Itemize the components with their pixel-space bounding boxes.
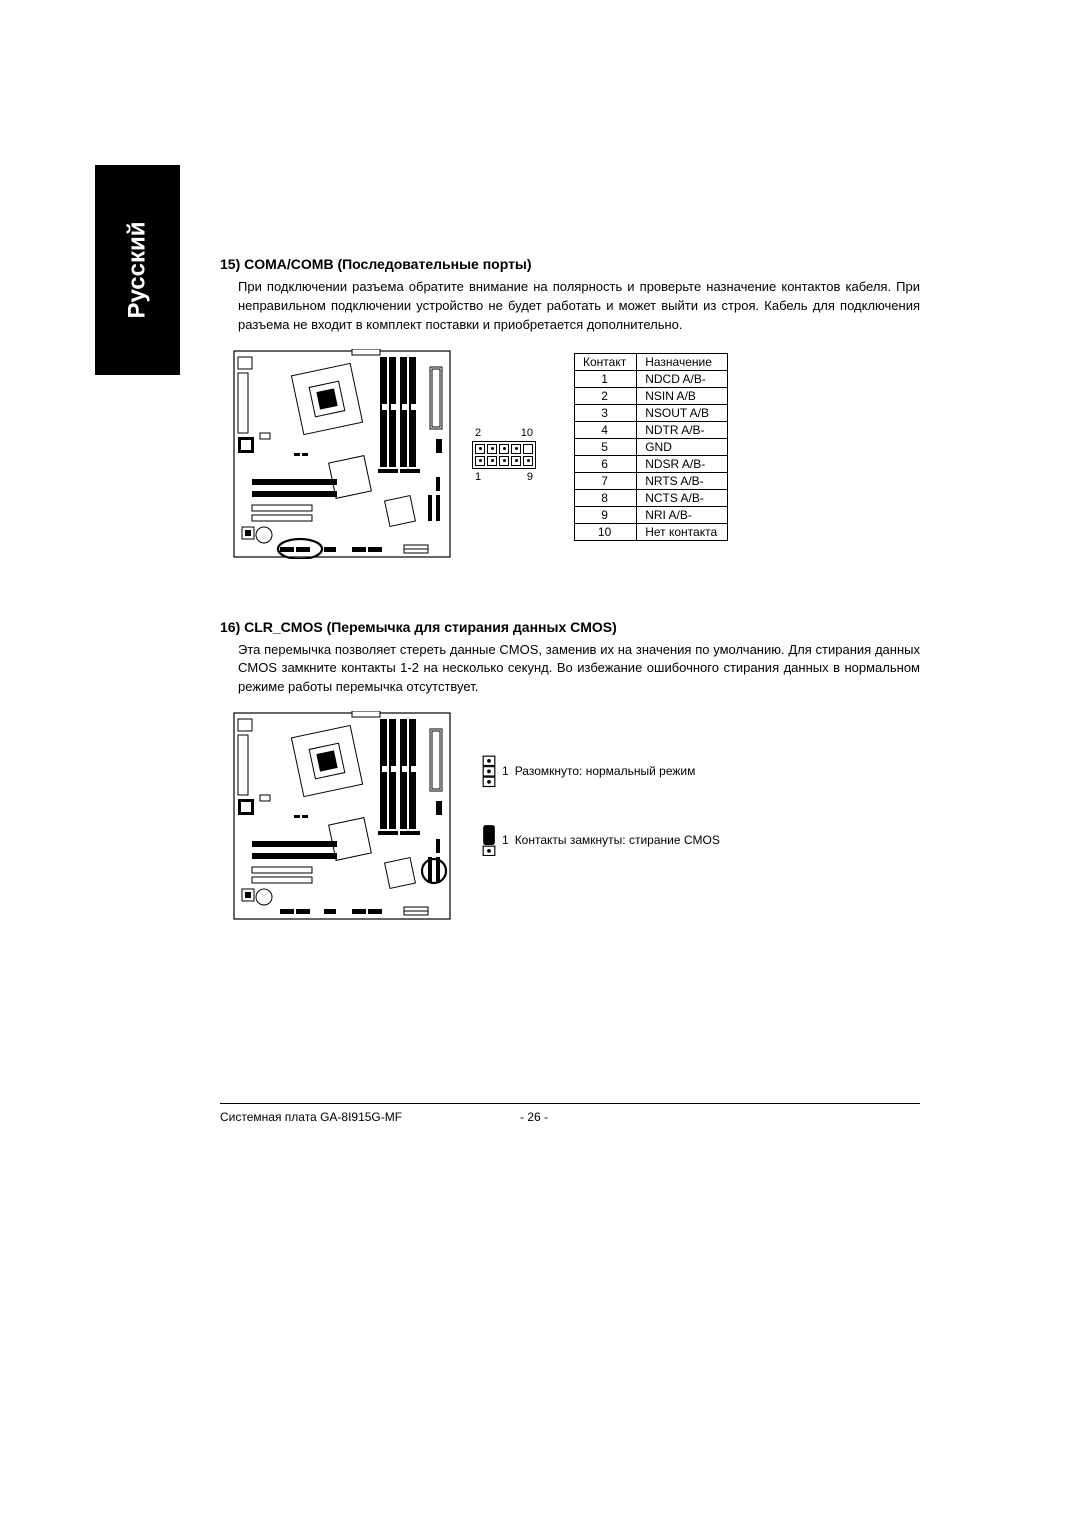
jumper-open-icon [482, 755, 496, 788]
jumper-short-icon [482, 824, 496, 857]
jumper-short: 1 Контакты замкнуты: стирание CMOS [482, 824, 720, 857]
pin-label-1: 1 [475, 471, 481, 483]
table-header-assign: Назначение [637, 353, 728, 370]
table-row: 10Нет контакта [575, 523, 728, 540]
jumper-short-pin: 1 [502, 833, 509, 847]
table-row: 5GND [575, 438, 728, 455]
jumper-open-text: Разомкнуто: нормальный режим [515, 764, 696, 778]
table-row: 7NRTS A/B- [575, 472, 728, 489]
table-row: 2NSIN A/B [575, 387, 728, 404]
table-row: 1NDCD A/B- [575, 370, 728, 387]
motherboard-diagram-2 [232, 711, 452, 921]
table-row: 4NDTR A/B- [575, 421, 728, 438]
section-16: 16) CLR_CMOS (Перемычка для стирания дан… [220, 619, 920, 922]
table-header-row: Контакт Назначение [575, 353, 728, 370]
footer-product: Системная плата GA-8I915G-MF [220, 1110, 520, 1124]
jumper-short-text: Контакты замкнуты: стирание CMOS [515, 833, 720, 847]
language-tab-label: Русский [124, 222, 152, 319]
jumper-open-pin: 1 [502, 764, 509, 778]
table-row: 8NCTS A/B- [575, 489, 728, 506]
section-15-title: 15) COMA/COMB (Последовательные порты) [220, 256, 920, 272]
footer-page-number: - 26 - [520, 1110, 548, 1124]
section-16-title: 16) CLR_CMOS (Перемычка для стирания дан… [220, 619, 920, 635]
language-tab: Русский [95, 165, 180, 375]
section-15: 15) COMA/COMB (Последовательные порты) П… [220, 256, 920, 559]
jumper-open: 1 Разомкнуто: нормальный режим [482, 755, 720, 788]
section-16-body: Эта перемычка позволяет стереть данные C… [238, 641, 920, 698]
table-row: 9NRI A/B- [575, 506, 728, 523]
page-footer: Системная плата GA-8I915G-MF - 26 - [220, 1103, 920, 1124]
pin-label-10: 10 [521, 427, 533, 439]
table-row: 6NDSR A/B- [575, 455, 728, 472]
pin-label-2: 2 [475, 427, 481, 439]
section-15-body: При подключении разъема обратите внимани… [238, 278, 920, 335]
pin-label-9: 9 [527, 471, 533, 483]
pin-header-diagram: 2 10 1 9 [472, 427, 536, 483]
motherboard-diagram-1 [232, 349, 452, 559]
jumper-legend: 1 Разомкнуто: нормальный режим 1 Контакт… [482, 755, 720, 892]
pin-assignment-table: Контакт Назначение 1NDCD A/B- 2NSIN A/B … [574, 353, 728, 541]
table-row: 3NSOUT A/B [575, 404, 728, 421]
table-header-contact: Контакт [575, 353, 637, 370]
